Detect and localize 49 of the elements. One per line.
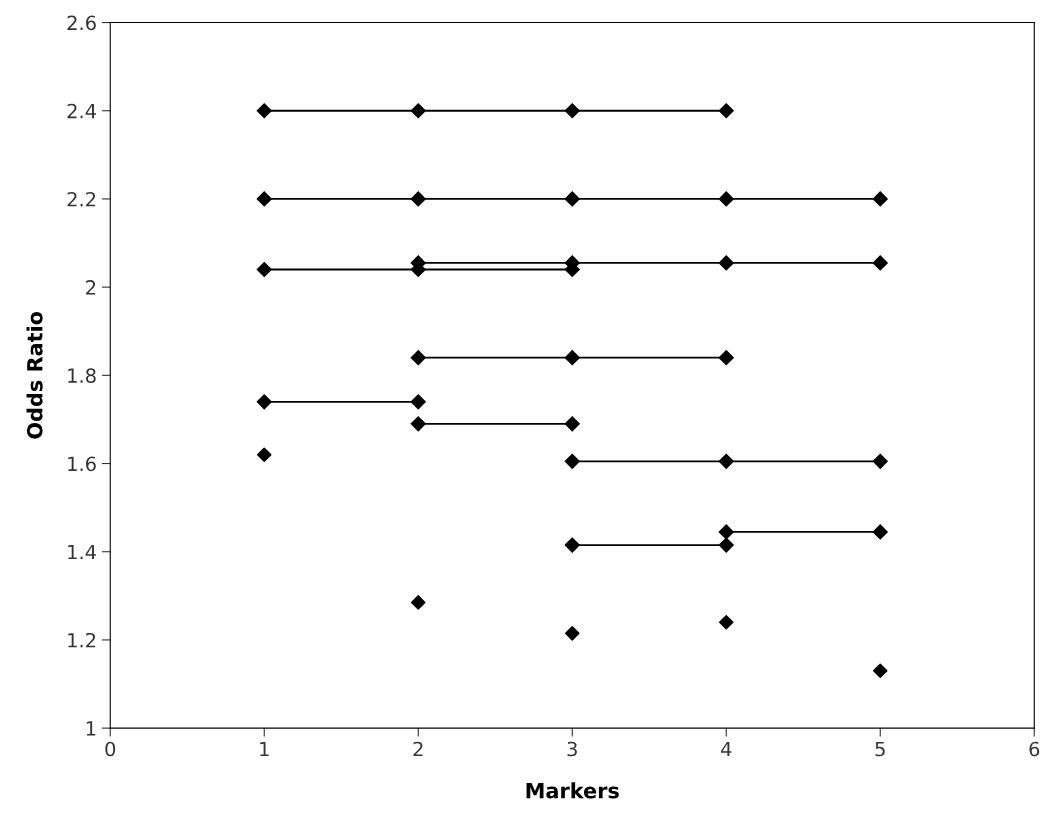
point bbox=[410, 350, 426, 366]
point bbox=[564, 537, 580, 553]
x-tick-label: 0 bbox=[105, 741, 116, 757]
point bbox=[410, 191, 426, 207]
x-tick-label: 3 bbox=[567, 741, 577, 757]
point bbox=[256, 191, 272, 207]
point bbox=[564, 416, 580, 432]
point bbox=[410, 416, 426, 432]
point bbox=[410, 394, 426, 410]
y-tick-label: 1.8 bbox=[68, 368, 96, 383]
point bbox=[872, 255, 888, 271]
point bbox=[718, 537, 734, 553]
point bbox=[872, 191, 888, 207]
y-tick-label: 2 bbox=[86, 280, 96, 295]
point bbox=[256, 447, 272, 462]
x-tick-label: 4 bbox=[721, 741, 732, 757]
point bbox=[718, 453, 734, 469]
y-tick-label: 2.2 bbox=[67, 191, 96, 207]
point bbox=[410, 103, 426, 119]
point bbox=[564, 103, 580, 119]
point bbox=[564, 350, 580, 366]
y-tick-label: 2.6 bbox=[67, 15, 96, 31]
y-tick-label: 1 bbox=[86, 721, 96, 736]
point bbox=[872, 524, 888, 540]
point bbox=[718, 615, 734, 630]
x-tick-label: 2 bbox=[413, 741, 423, 757]
x-tick-label: 6 bbox=[1029, 741, 1040, 757]
point bbox=[256, 261, 272, 278]
point bbox=[872, 663, 888, 679]
y-axis-title: Odds Ratio bbox=[26, 311, 43, 439]
x-axis-title: Markers bbox=[526, 782, 619, 799]
y-tick-label: 1.4 bbox=[68, 544, 96, 560]
point bbox=[718, 191, 734, 207]
point bbox=[564, 453, 580, 469]
point bbox=[872, 453, 888, 469]
point bbox=[564, 191, 580, 207]
point bbox=[564, 626, 580, 641]
x-tick-label: 5 bbox=[875, 741, 885, 757]
point bbox=[256, 394, 272, 410]
y-tick-label: 1.2 bbox=[68, 632, 96, 648]
point bbox=[718, 524, 734, 540]
point bbox=[718, 103, 734, 119]
y-tick-label: 1.6 bbox=[68, 456, 96, 472]
point bbox=[718, 255, 734, 271]
x-tick-label: 1 bbox=[260, 741, 269, 757]
y-tick-label: 2.4 bbox=[67, 103, 96, 119]
point bbox=[410, 595, 426, 610]
point bbox=[718, 350, 734, 366]
point bbox=[256, 103, 272, 119]
